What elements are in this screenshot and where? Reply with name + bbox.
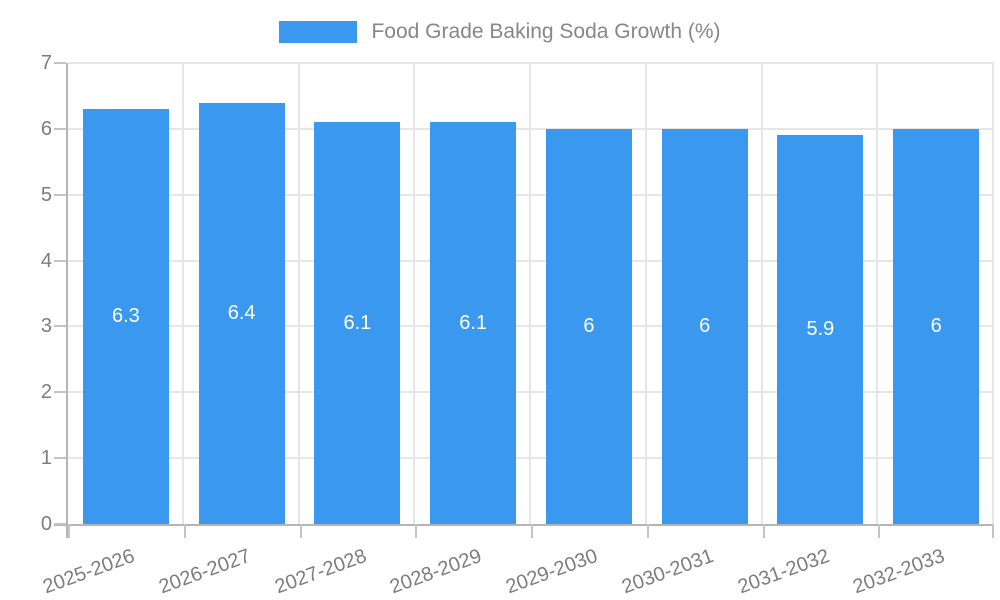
y-axis-tick-label: 7	[40, 52, 52, 74]
x-axis-tick	[531, 524, 533, 538]
y-axis-tick	[54, 523, 66, 525]
x-axis-tick-label: 2028-2029	[387, 544, 485, 599]
h-gridline	[68, 391, 994, 394]
x-axis-tick-label: 2026-2027	[156, 544, 254, 599]
y-axis-tick	[54, 391, 66, 394]
bar[interactable]: 6	[661, 128, 748, 524]
h-gridline	[68, 127, 994, 130]
y-axis-tick	[54, 325, 66, 328]
x-axis-tick	[646, 524, 649, 538]
x-axis-line	[54, 524, 994, 526]
v-gridline	[644, 63, 647, 524]
y-axis-tick-label: 5	[40, 183, 52, 206]
plot-area: 0 1 2 3 4 5 6 7 6.3 2025-2026 6.4 2026-2027 6.1 2027-…	[40, 52, 994, 598]
y-axis-tick-label: 1	[40, 447, 52, 470]
x-axis-tick-label: 2032-2033	[850, 544, 948, 599]
bar-value-label: 6.3	[111, 305, 140, 328]
v-gridline	[992, 63, 994, 524]
y-axis-tick-label: 0	[40, 513, 52, 535]
y-axis-tick-label: 2	[40, 381, 52, 404]
x-axis-tick-label: 2027-2028	[271, 544, 370, 599]
x-axis-tick-label: 2031-2032	[734, 544, 833, 599]
x-axis-tick	[762, 524, 765, 538]
y-axis-tick	[54, 259, 66, 262]
y-axis-tick-label: 3	[40, 315, 52, 338]
bar[interactable]: 6	[545, 128, 632, 524]
y-axis-tick	[54, 457, 66, 460]
bar[interactable]: 5.9	[777, 135, 864, 524]
y-axis-tick-label: 6	[40, 117, 52, 140]
y-axis-tick	[54, 62, 66, 64]
x-axis-tick	[878, 524, 881, 538]
bar-value-label: 6.1	[459, 311, 488, 334]
bar-value-label: 6.4	[227, 301, 256, 324]
bar-value-label: 6	[583, 314, 595, 337]
v-gridline	[181, 63, 184, 524]
legend-item[interactable]: Food Grade Baking Soda Growth (%)	[279, 20, 721, 44]
bar-value-label: 6.1	[343, 311, 372, 334]
bar[interactable]: 6.3	[82, 109, 169, 524]
legend-label: Food Grade Baking Soda Growth (%)	[371, 20, 721, 43]
bar-value-label: 6	[699, 314, 711, 337]
x-axis-tick-label: 2025-2026	[40, 544, 138, 599]
legend: Food Grade Baking Soda Growth (%)	[0, 20, 1000, 44]
bar[interactable]: 6.4	[198, 102, 285, 524]
x-axis-tick	[183, 524, 186, 538]
bar-value-label: 6	[930, 314, 942, 337]
x-axis-tick	[299, 524, 302, 538]
bar[interactable]: 6.1	[430, 122, 517, 524]
legend-swatch	[279, 21, 358, 43]
x-axis-tick	[68, 524, 70, 538]
bar-value-label: 5.9	[806, 318, 835, 341]
y-axis-tick	[54, 127, 66, 130]
v-gridline	[876, 63, 879, 524]
y-axis-tick	[54, 193, 66, 196]
h-gridline	[68, 457, 994, 460]
x-axis-tick	[415, 524, 418, 538]
h-gridline	[68, 325, 994, 328]
y-axis-line	[66, 63, 68, 538]
x-axis-tick-label: 2029-2030	[503, 544, 601, 599]
x-axis-tick-label: 2030-2031	[619, 544, 717, 599]
v-gridline	[529, 63, 531, 524]
v-gridline	[760, 63, 763, 524]
bar[interactable]: 6	[893, 128, 980, 524]
h-gridline	[68, 62, 994, 64]
v-gridline	[413, 63, 416, 524]
v-gridline	[297, 63, 300, 524]
y-axis-tick-label: 4	[40, 249, 52, 272]
bar[interactable]: 6.1	[314, 122, 401, 524]
h-gridline	[68, 193, 994, 196]
h-gridline	[68, 259, 994, 262]
x-axis-tick	[992, 524, 994, 538]
